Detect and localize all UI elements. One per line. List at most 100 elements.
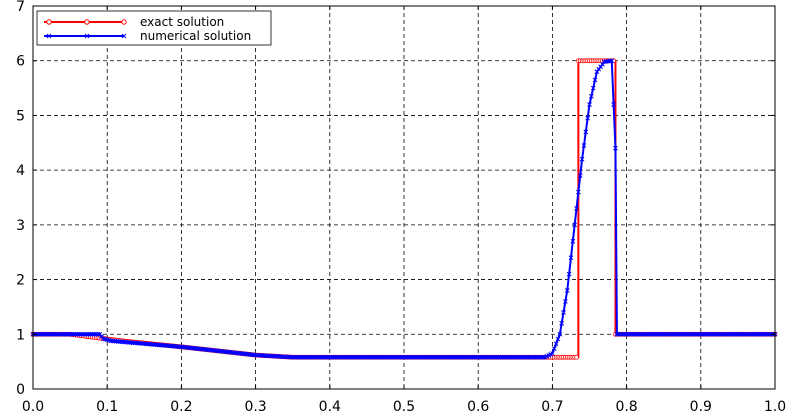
data-point (701, 331, 707, 337)
data-point (590, 85, 596, 91)
data-point (321, 354, 327, 360)
data-point (636, 331, 642, 337)
data-point (297, 354, 303, 360)
data-point (353, 354, 359, 360)
data-point (681, 331, 687, 337)
data-point (310, 354, 316, 360)
data-point (496, 354, 501, 360)
data-point (307, 354, 312, 360)
data-point (690, 331, 696, 337)
data-point (345, 354, 351, 360)
y-tick-label: 5 (16, 108, 25, 124)
data-point (333, 354, 338, 360)
data-point (407, 354, 412, 360)
data-point (657, 331, 663, 337)
data-point (381, 354, 386, 360)
data-point (662, 331, 668, 337)
data-point (675, 331, 681, 337)
data-point (355, 354, 360, 360)
data-point (592, 77, 598, 83)
data-point (726, 331, 731, 337)
data-point (490, 354, 496, 360)
data-point (735, 331, 741, 337)
data-point (646, 331, 651, 337)
data-point (525, 354, 531, 360)
data-point (473, 354, 479, 360)
data-point (742, 331, 748, 337)
data-point (611, 102, 616, 107)
data-point (566, 271, 572, 277)
data-point (459, 354, 464, 360)
data-point (631, 331, 637, 337)
data-point (82, 331, 88, 337)
data-point (739, 331, 744, 337)
data-point (585, 115, 590, 121)
data-point (707, 331, 713, 337)
data-point (694, 331, 700, 337)
data-point (616, 331, 622, 337)
legend-item: numerical solution (44, 29, 251, 43)
data-point (572, 222, 578, 228)
data-point (292, 354, 297, 360)
data-point (744, 331, 750, 337)
data-point (305, 354, 310, 360)
data-point (401, 354, 407, 360)
data-point (672, 331, 677, 337)
data-point (93, 331, 99, 337)
data-point (340, 354, 346, 360)
data-point (392, 354, 398, 360)
data-point (377, 354, 383, 360)
data-point (349, 354, 355, 360)
data-point (733, 331, 739, 337)
data-point (71, 331, 77, 337)
data-point (609, 58, 615, 64)
data-point (442, 354, 448, 360)
data-point (295, 354, 301, 360)
data-point (494, 354, 500, 360)
data-point (499, 354, 505, 360)
data-point (362, 354, 368, 360)
data-point (299, 354, 305, 360)
data-point (568, 255, 574, 261)
data-point (320, 354, 325, 360)
data-point (360, 354, 366, 360)
data-point (674, 331, 679, 337)
data-point (403, 354, 409, 360)
legend-label: exact solution (140, 15, 224, 29)
data-point (461, 354, 466, 360)
data-point (327, 354, 333, 360)
data-point (664, 331, 670, 337)
data-point (338, 354, 344, 360)
data-point (649, 331, 655, 337)
data-point (36, 331, 41, 337)
data-point (655, 331, 661, 337)
legend-marker (84, 19, 90, 25)
data-point (58, 331, 64, 337)
data-point (507, 354, 513, 360)
data-point (688, 331, 694, 337)
x-tick-label: 0.0 (22, 399, 44, 415)
data-point (750, 331, 756, 337)
data-point (522, 354, 527, 360)
x-tick-label: 0.4 (319, 399, 341, 415)
data-point (67, 331, 73, 337)
x-tick-label: 0.3 (244, 399, 266, 415)
data-point (466, 354, 472, 360)
ticks: 0.0 0.1 0.2 0.3 0.4 0.5 0.6 0.7 0.8 0.9 1.0 0 1 2 3 4 5 6… (16, 0, 786, 415)
data-point (535, 354, 540, 360)
data-point (420, 354, 425, 360)
legend-label: numerical solution (140, 29, 251, 43)
data-point (470, 354, 475, 360)
data-point (73, 331, 79, 337)
data-point (45, 331, 51, 337)
data-point (687, 331, 692, 337)
data-point (416, 354, 422, 360)
data-point (62, 331, 67, 337)
data-point (752, 331, 757, 337)
y-tick-label: 2 (16, 273, 25, 289)
data-point (331, 354, 336, 360)
data-point (384, 354, 390, 360)
data-point (492, 354, 498, 360)
data-point (77, 331, 82, 337)
data-point (576, 189, 581, 195)
